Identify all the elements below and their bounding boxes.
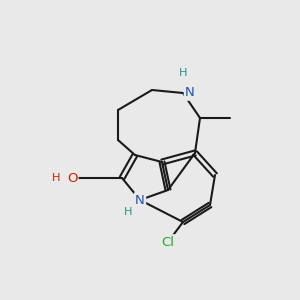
Text: H: H <box>179 68 187 78</box>
Text: O: O <box>67 172 77 184</box>
Text: N: N <box>185 86 195 100</box>
Text: H: H <box>124 207 132 217</box>
Text: H: H <box>52 173 60 183</box>
Text: Cl: Cl <box>161 236 175 248</box>
Text: N: N <box>135 194 145 206</box>
